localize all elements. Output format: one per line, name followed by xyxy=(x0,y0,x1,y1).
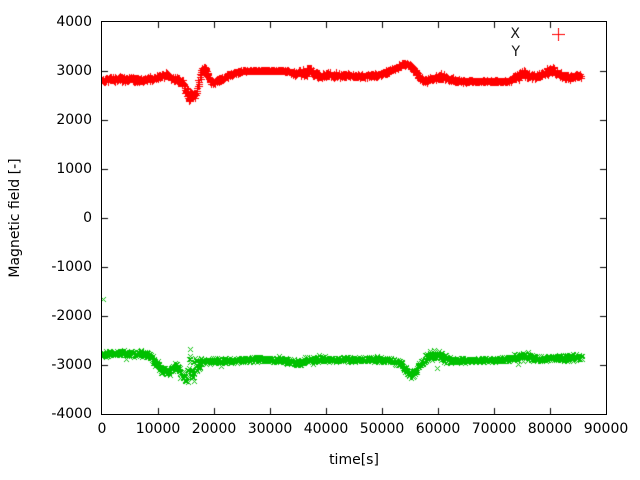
x-tick-label: 40000 xyxy=(303,421,349,437)
y-tick-label: -1000 xyxy=(51,258,92,275)
y-tick-label: -2000 xyxy=(51,307,92,324)
y-tick-label: 1000 xyxy=(56,160,92,177)
y-tick-label: 2000 xyxy=(56,111,92,128)
legend-marker-y-cross-icon xyxy=(552,46,565,59)
x-tick-label: 50000 xyxy=(359,421,405,437)
x-tick-label: 20000 xyxy=(191,421,237,437)
legend-label-x: X xyxy=(510,26,520,42)
y-tick-label: -3000 xyxy=(51,356,92,373)
plot-area: X Y xyxy=(101,21,607,415)
x-tick-label: 10000 xyxy=(135,421,181,437)
x-axis-title: time[s] xyxy=(329,452,379,468)
y-tick-label: 3000 xyxy=(56,62,92,79)
legend-label-y: Y xyxy=(511,44,520,60)
y-tick-label: 4000 xyxy=(56,13,92,30)
x-tick-label: 70000 xyxy=(471,421,517,437)
x-tick-label: 60000 xyxy=(415,421,461,437)
y-tick-label: 0 xyxy=(83,209,92,226)
x-tick-label: 80000 xyxy=(527,421,573,437)
legend-marker-x-plus-icon xyxy=(552,28,565,41)
x-tick-label: 30000 xyxy=(247,421,293,437)
y-tick-label: -4000 xyxy=(51,405,92,422)
x-tick-label: 0 xyxy=(97,421,107,437)
data-points-canvas xyxy=(102,22,606,414)
x-tick-label: 90000 xyxy=(583,421,629,437)
